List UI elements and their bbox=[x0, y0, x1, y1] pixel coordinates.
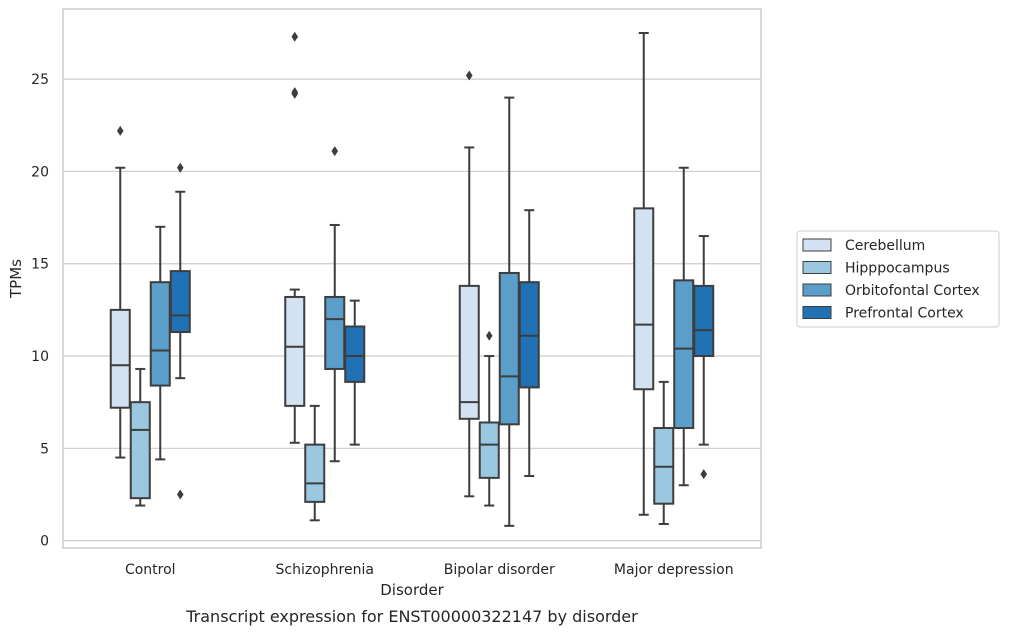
box-3-3 bbox=[693, 235, 715, 480]
box-iqr bbox=[344, 325, 366, 383]
box-iqr bbox=[693, 284, 715, 358]
chart-caption: Transcript expression for ENST0000032214… bbox=[185, 607, 638, 626]
legend-swatch bbox=[802, 261, 832, 274]
box-iqr bbox=[149, 281, 171, 387]
outlier-point bbox=[116, 125, 124, 136]
y-axis-label: TPMs bbox=[7, 259, 25, 299]
box-iqr bbox=[169, 270, 191, 334]
box-2-2 bbox=[498, 96, 520, 527]
box-0-1 bbox=[129, 367, 151, 507]
box-iqr bbox=[324, 295, 346, 370]
legend-swatch bbox=[802, 238, 832, 252]
outlier-point bbox=[700, 469, 708, 480]
box-1-2 bbox=[324, 146, 346, 463]
x-axis-label: Disorder bbox=[380, 581, 444, 599]
box-1-3 bbox=[344, 299, 366, 446]
x-tick-label: Control bbox=[125, 562, 176, 578]
outlier-point bbox=[331, 146, 339, 157]
box-iqr bbox=[478, 421, 500, 479]
y-tick-label: 20 bbox=[31, 164, 49, 180]
box-layer bbox=[109, 31, 715, 527]
outlier-point bbox=[291, 87, 299, 98]
legend-swatch bbox=[802, 306, 832, 319]
x-tick-labels: Control Schizophrenia Bipolar disorder Majo… bbox=[125, 562, 734, 578]
box-iqr bbox=[498, 271, 520, 426]
box-2-0 bbox=[458, 70, 480, 498]
legend-label: Cerebellum bbox=[845, 238, 925, 254]
outlier-point bbox=[176, 162, 184, 173]
box-0-3 bbox=[169, 162, 191, 500]
box-1-1 bbox=[304, 404, 326, 522]
outlier-point bbox=[291, 31, 299, 42]
box-iqr bbox=[633, 207, 655, 391]
legend-label: Prefrontal Cortex bbox=[845, 306, 964, 322]
legend-label: Hipppocampus bbox=[845, 261, 950, 277]
box-3-1 bbox=[653, 380, 675, 526]
box-1-0 bbox=[284, 31, 306, 444]
box-3-0 bbox=[633, 31, 655, 516]
y-tick-labels: 0 5 10 15 20 25 bbox=[31, 72, 49, 549]
legend-label: Orbitofontal Cortex bbox=[845, 283, 980, 299]
x-tick-label: Bipolar disorder bbox=[444, 562, 555, 578]
plot-frame bbox=[62, 8, 762, 549]
outlier-point bbox=[176, 489, 184, 500]
box-0-2 bbox=[149, 225, 171, 461]
box-iqr bbox=[284, 295, 306, 407]
y-tick-label: 15 bbox=[31, 257, 49, 273]
legend-frame bbox=[796, 230, 1000, 328]
y-tick-label: 25 bbox=[31, 72, 49, 88]
outlier-point bbox=[485, 330, 493, 341]
x-tick-label: Schizophrenia bbox=[276, 562, 374, 578]
box-3-2 bbox=[673, 166, 695, 487]
x-tick-label: Major depression bbox=[614, 562, 734, 578]
legend: Cerebellum Hipppocampus Orbitofontal Corte… bbox=[796, 230, 1000, 328]
legend-swatch bbox=[802, 283, 832, 297]
box-2-3 bbox=[518, 209, 540, 478]
box-iqr bbox=[109, 308, 131, 409]
y-tick-label: 5 bbox=[40, 441, 49, 457]
box-iqr bbox=[129, 401, 151, 500]
box-0-0 bbox=[109, 125, 131, 459]
outlier-point bbox=[465, 70, 473, 81]
legend-items: Cerebellum Hipppocampus Orbitofontal Corte… bbox=[802, 238, 980, 322]
box-2-1 bbox=[478, 330, 500, 507]
y-tick-label: 10 bbox=[31, 349, 49, 365]
box-iqr bbox=[304, 443, 326, 503]
box-iqr bbox=[673, 279, 695, 430]
box-iqr bbox=[458, 284, 480, 420]
y-tick-label: 0 bbox=[40, 534, 49, 550]
